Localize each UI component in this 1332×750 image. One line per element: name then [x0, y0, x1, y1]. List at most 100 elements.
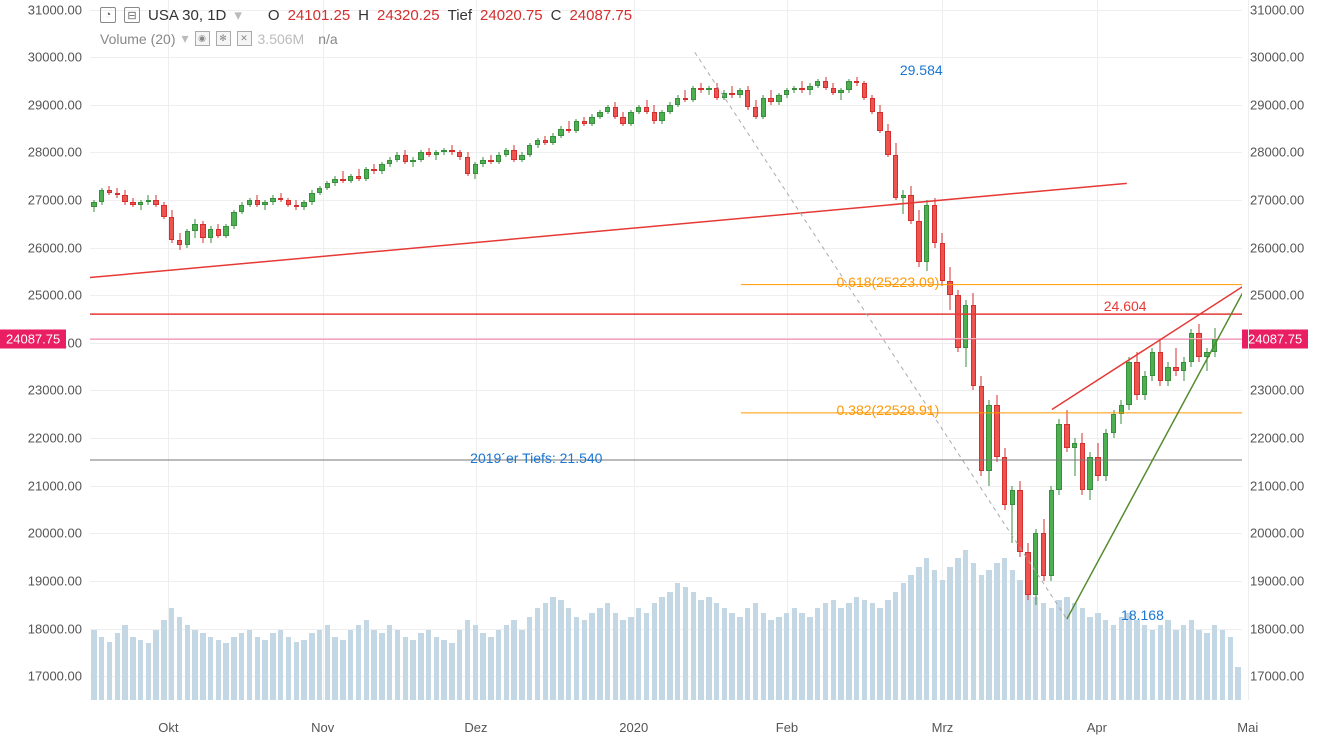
candle[interactable]: [332, 176, 337, 186]
candle[interactable]: [130, 198, 135, 208]
candle[interactable]: [519, 152, 524, 162]
candle[interactable]: [1111, 410, 1116, 439]
candle[interactable]: [550, 133, 555, 145]
candle[interactable]: [395, 152, 400, 162]
candle[interactable]: [823, 77, 828, 91]
candle[interactable]: [1010, 486, 1015, 543]
candle[interactable]: [862, 81, 867, 100]
candle[interactable]: [838, 88, 843, 100]
candle[interactable]: [706, 86, 711, 96]
candle[interactable]: [1212, 328, 1217, 358]
candle[interactable]: [1025, 543, 1030, 600]
candle[interactable]: [309, 190, 314, 204]
candle[interactable]: [223, 224, 228, 238]
candle[interactable]: [574, 119, 579, 133]
candle[interactable]: [870, 95, 875, 114]
candle[interactable]: [301, 200, 306, 210]
chart-plot-area[interactable]: 29.58424.60418.1680.618(25223.09)0.382(2…: [90, 0, 1242, 700]
candle[interactable]: [216, 224, 221, 238]
candle[interactable]: [231, 210, 236, 229]
candle[interactable]: [737, 88, 742, 98]
candle[interactable]: [1189, 329, 1194, 367]
candle[interactable]: [1087, 452, 1092, 500]
candle[interactable]: [387, 157, 392, 167]
candle[interactable]: [940, 233, 945, 285]
candle[interactable]: [527, 143, 532, 157]
candle[interactable]: [185, 229, 190, 248]
candle[interactable]: [91, 200, 96, 212]
candle[interactable]: [278, 193, 283, 203]
candle[interactable]: [418, 150, 423, 162]
candle[interactable]: [1033, 529, 1038, 605]
candle[interactable]: [1017, 481, 1022, 557]
candle[interactable]: [877, 105, 882, 134]
candle[interactable]: [644, 100, 649, 114]
candle[interactable]: [924, 200, 929, 271]
candle[interactable]: [963, 300, 968, 367]
candle[interactable]: [480, 157, 485, 167]
candle[interactable]: [722, 90, 727, 100]
candle[interactable]: [675, 95, 680, 107]
candle[interactable]: [947, 267, 952, 310]
candle[interactable]: [566, 121, 571, 133]
candle[interactable]: [294, 200, 299, 210]
candle[interactable]: [535, 138, 540, 148]
candle[interactable]: [286, 198, 291, 208]
candle[interactable]: [325, 181, 330, 191]
candle[interactable]: [449, 145, 454, 155]
candle[interactable]: [636, 105, 641, 115]
candle[interactable]: [122, 190, 127, 204]
candle[interactable]: [1103, 429, 1108, 481]
candle[interactable]: [379, 162, 384, 174]
candle[interactable]: [1056, 419, 1061, 495]
candle[interactable]: [364, 167, 369, 181]
candle[interactable]: [784, 88, 789, 98]
candle[interactable]: [107, 186, 112, 196]
candle[interactable]: [1095, 443, 1100, 481]
candle[interactable]: [799, 81, 804, 93]
candle[interactable]: [504, 148, 509, 158]
candle[interactable]: [1041, 519, 1046, 581]
candle[interactable]: [473, 162, 478, 179]
candle[interactable]: [846, 79, 851, 93]
candle[interactable]: [239, 202, 244, 214]
clock-icon[interactable]: ◔: [100, 7, 116, 23]
candle[interactable]: [986, 400, 991, 486]
candle[interactable]: [1150, 348, 1155, 381]
candle[interactable]: [893, 143, 898, 200]
candle[interactable]: [1142, 371, 1147, 400]
candle[interactable]: [613, 102, 618, 119]
candle[interactable]: [994, 395, 999, 462]
candle[interactable]: [1204, 348, 1209, 372]
candle[interactable]: [745, 86, 750, 110]
candle[interactable]: [908, 186, 913, 224]
candle[interactable]: [270, 195, 275, 205]
candle[interactable]: [371, 164, 376, 174]
candle[interactable]: [582, 117, 587, 127]
candle[interactable]: [1119, 400, 1124, 424]
candle[interactable]: [1165, 362, 1170, 386]
candle[interactable]: [659, 110, 664, 124]
candle[interactable]: [691, 86, 696, 103]
candle[interactable]: [1080, 433, 1085, 495]
candle[interactable]: [1196, 324, 1201, 362]
candle[interactable]: [434, 150, 439, 160]
candle[interactable]: [457, 150, 462, 160]
candle[interactable]: [1064, 410, 1069, 453]
candle[interactable]: [885, 124, 890, 157]
candle[interactable]: [776, 93, 781, 105]
candle[interactable]: [99, 188, 104, 205]
candle[interactable]: [667, 102, 672, 114]
candle[interactable]: [558, 126, 563, 138]
close-icon[interactable]: ✕: [237, 31, 252, 46]
candle[interactable]: [208, 226, 213, 243]
candle[interactable]: [348, 174, 353, 184]
candle[interactable]: [153, 195, 158, 207]
candle[interactable]: [807, 83, 812, 95]
candle[interactable]: [589, 114, 594, 126]
candle[interactable]: [1134, 352, 1139, 400]
candle[interactable]: [356, 169, 361, 181]
candle[interactable]: [729, 86, 734, 98]
candle[interactable]: [247, 198, 252, 208]
candle[interactable]: [683, 90, 688, 102]
